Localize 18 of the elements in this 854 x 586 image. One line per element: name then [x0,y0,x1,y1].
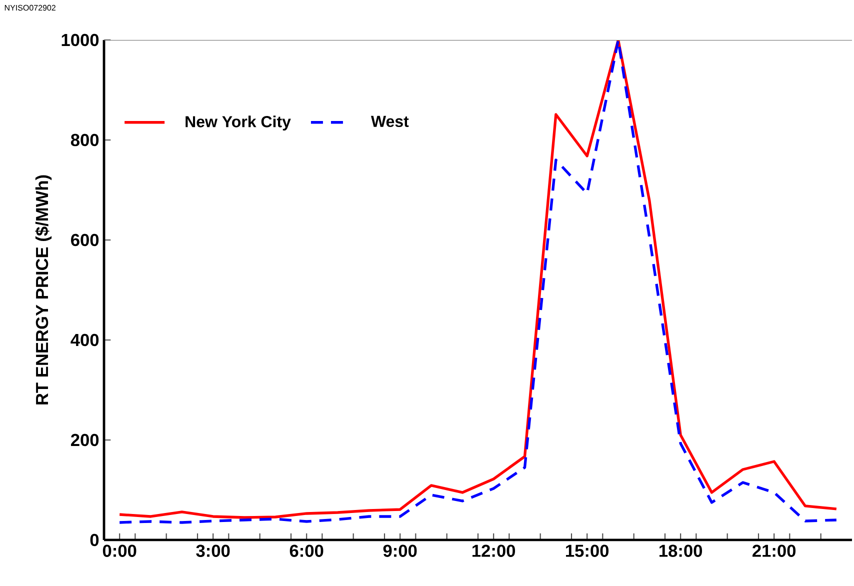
legend-label: West [370,116,409,128]
y-tick-label: 800 [70,134,99,146]
y-tick-label: 0 [90,534,99,546]
y-axis-title: RT ENERGY PRICE ($/MWh) [35,175,52,404]
y-tick-label: 400 [70,334,99,346]
x-tick-label: 12:00 [472,544,516,557]
x-tick-label: 3:00 [196,544,230,557]
x-tick-label: 15:00 [566,544,609,557]
x-tick-label: 0:00 [102,544,136,557]
y-tick-label: 200 [70,434,99,446]
legend-label: New York City [186,116,291,131]
x-tick-label: 21:00 [752,544,796,557]
x-tick-label: 6:00 [290,544,324,557]
x-tick-label: 18:00 [660,544,702,557]
y-tick-label: 600 [71,234,99,246]
text: NYISO072902 [4,4,56,11]
x-tick-label: 9:00 [383,544,417,557]
y-tick-label: 1000 [62,34,99,46]
